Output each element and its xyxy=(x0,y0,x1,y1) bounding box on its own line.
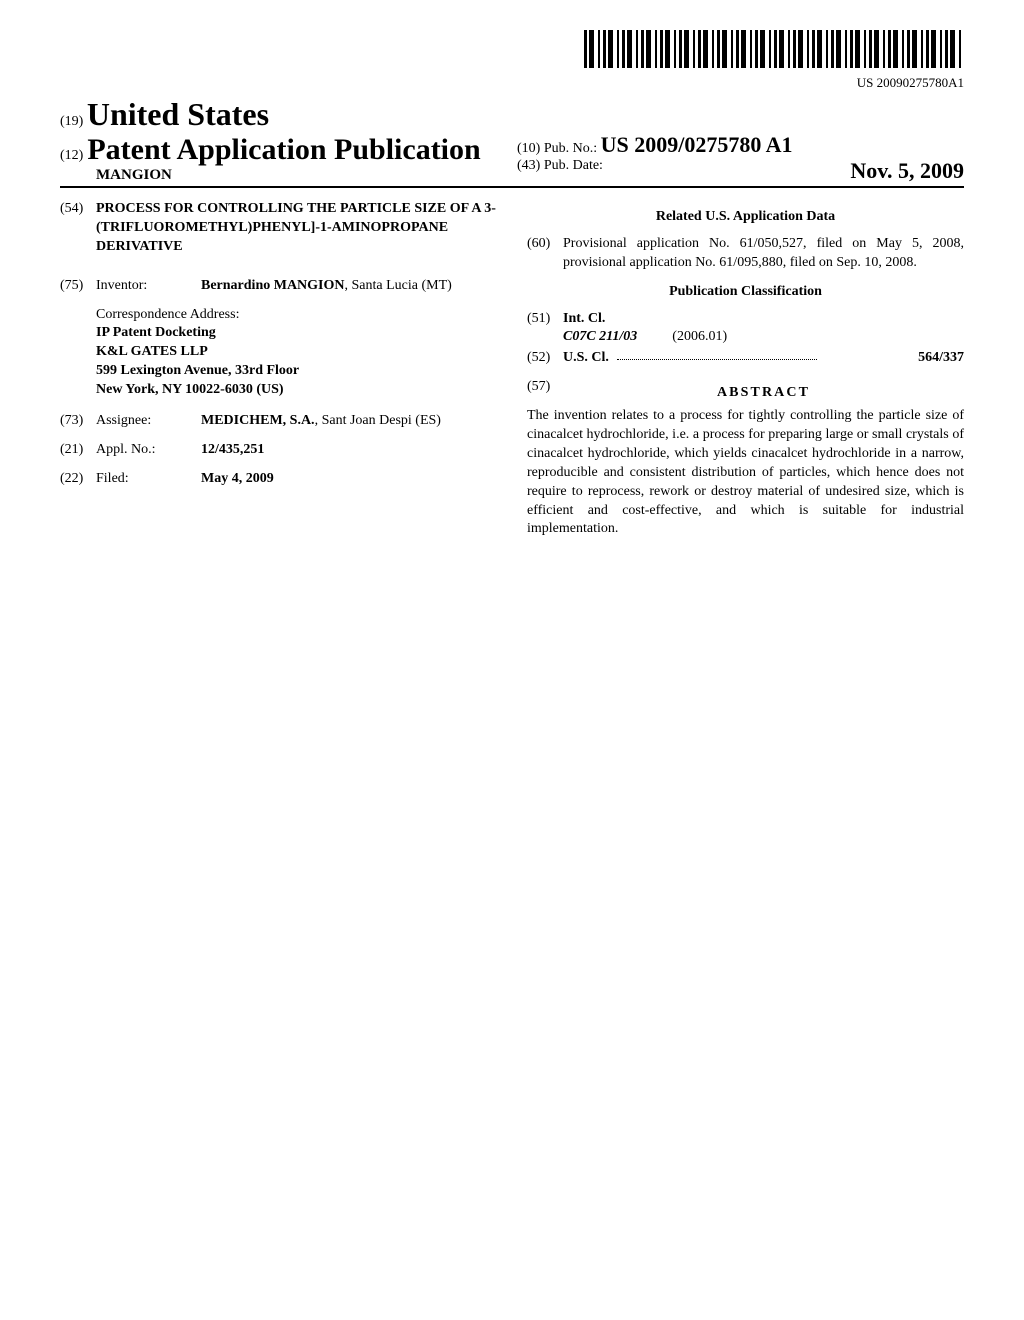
correspondence-address: Correspondence Address: IP Patent Docket… xyxy=(96,306,497,400)
inid-title: (54) xyxy=(60,200,96,267)
inid-prov: (60) xyxy=(527,235,563,273)
pub-no: US 2009/0275780 A1 xyxy=(601,132,793,157)
filed-value: May 4, 2009 xyxy=(201,470,497,489)
intcl-label: Int. Cl. xyxy=(563,311,605,326)
provisional-row: (60) Provisional application No. 61/050,… xyxy=(527,235,964,273)
uscl-row: (52) U.S. Cl. 564/337 xyxy=(527,349,964,368)
corr-line3: 599 Lexington Avenue, 33rd Floor xyxy=(96,362,497,381)
pub-type-line: (12) Patent Application Publication xyxy=(60,133,507,167)
intcl-date: (2006.01) xyxy=(672,329,727,344)
pub-date-label: Pub. Date: xyxy=(544,158,603,173)
inid-applno: (21) xyxy=(60,441,96,460)
related-heading: Related U.S. Application Data xyxy=(527,208,964,227)
right-column: Related U.S. Application Data (60) Provi… xyxy=(527,200,964,539)
applno-value: 12/435,251 xyxy=(201,441,497,460)
applno-row: (21) Appl. No.: 12/435,251 xyxy=(60,441,497,460)
prov-text: Provisional application No. 61/050,527, … xyxy=(563,235,964,273)
uscl-label: U.S. Cl. xyxy=(563,350,609,365)
invention-title: PROCESS FOR CONTROLLING THE PARTICLE SIZ… xyxy=(96,200,497,257)
left-column: (54) PROCESS FOR CONTROLLING THE PARTICL… xyxy=(60,200,497,539)
body-columns: (54) PROCESS FOR CONTROLLING THE PARTICL… xyxy=(60,200,964,539)
inventor-name: Bernardino MANGION xyxy=(201,278,345,293)
inid-country: (19) xyxy=(60,114,83,129)
assignee-row: (73) Assignee: MEDICHEM, S.A., Sant Joan… xyxy=(60,412,497,431)
inid-intcl: (51) xyxy=(527,310,563,348)
assignee-name: MEDICHEM, S.A. xyxy=(201,413,315,428)
uscl-code: 564/337 xyxy=(918,349,964,368)
inid-assignee: (73) xyxy=(60,412,96,431)
inid-pubtype: (12) xyxy=(60,148,83,163)
intcl-code: C07C 211/03 xyxy=(563,329,637,344)
corr-line4: New York, NY 10022-6030 (US) xyxy=(96,381,497,400)
assignee-loc: , Sant Joan Despi (ES) xyxy=(315,413,441,428)
inventor-value: Bernardino MANGION, Santa Lucia (MT) xyxy=(201,277,497,296)
corr-label: Correspondence Address: xyxy=(96,306,497,325)
intcl-value: Int. Cl. C07C 211/03 (2006.01) xyxy=(563,310,964,348)
inventor-loc: , Santa Lucia (MT) xyxy=(345,278,452,293)
inventor-label: Inventor: xyxy=(96,277,201,296)
country-line: (19) United States xyxy=(60,96,507,133)
applno-label: Appl. No.: xyxy=(96,441,201,460)
pub-date-line: (43) Pub. Date: Nov. 5, 2009 xyxy=(517,158,964,174)
header-author: MANGION xyxy=(96,167,507,184)
barcode-text: US 20090275780A1 xyxy=(60,75,964,91)
abstract-label: ABSTRACT xyxy=(563,384,964,403)
assignee-value: MEDICHEM, S.A., Sant Joan Despi (ES) xyxy=(201,412,497,431)
class-heading: Publication Classification xyxy=(527,283,964,302)
inid-pubdate: (43) xyxy=(517,158,540,173)
header-right: (10) Pub. No.: US 2009/0275780 A1 (43) P… xyxy=(507,132,964,184)
inid-uscl: (52) xyxy=(527,349,563,368)
filed-row: (22) Filed: May 4, 2009 xyxy=(60,470,497,489)
corr-line1: IP Patent Docketing xyxy=(96,324,497,343)
inid-filed: (22) xyxy=(60,470,96,489)
inid-abstract: (57) xyxy=(527,378,563,403)
inid-pubno: (10) xyxy=(517,141,540,156)
uscl-dotleader xyxy=(617,359,817,360)
title-row: (54) PROCESS FOR CONTROLLING THE PARTICL… xyxy=(60,200,497,267)
pub-type: Patent Application Publication xyxy=(87,133,480,166)
barcode-graphic xyxy=(584,30,964,68)
assignee-label: Assignee: xyxy=(96,412,201,431)
intcl-row: (51) Int. Cl. C07C 211/03 (2006.01) xyxy=(527,310,964,348)
country-name: United States xyxy=(87,96,269,132)
abstract-text: The invention relates to a process for t… xyxy=(527,407,964,539)
abstract-heading-row: (57) ABSTRACT xyxy=(527,378,964,403)
inid-inventor: (75) xyxy=(60,277,96,296)
pub-no-label: Pub. No.: xyxy=(544,141,597,156)
barcode-block: US 20090275780A1 xyxy=(60,30,964,91)
filed-label: Filed: xyxy=(96,470,201,489)
header-row: (19) United States (12) Patent Applicati… xyxy=(60,96,964,188)
inventor-row: (75) Inventor: Bernardino MANGION, Santa… xyxy=(60,277,497,296)
uscl-value: U.S. Cl. 564/337 xyxy=(563,349,964,368)
pub-no-line: (10) Pub. No.: US 2009/0275780 A1 xyxy=(517,132,964,158)
header-left: (19) United States (12) Patent Applicati… xyxy=(60,96,507,184)
pub-date: Nov. 5, 2009 xyxy=(850,158,964,184)
corr-line2: K&L GATES LLP xyxy=(96,343,497,362)
